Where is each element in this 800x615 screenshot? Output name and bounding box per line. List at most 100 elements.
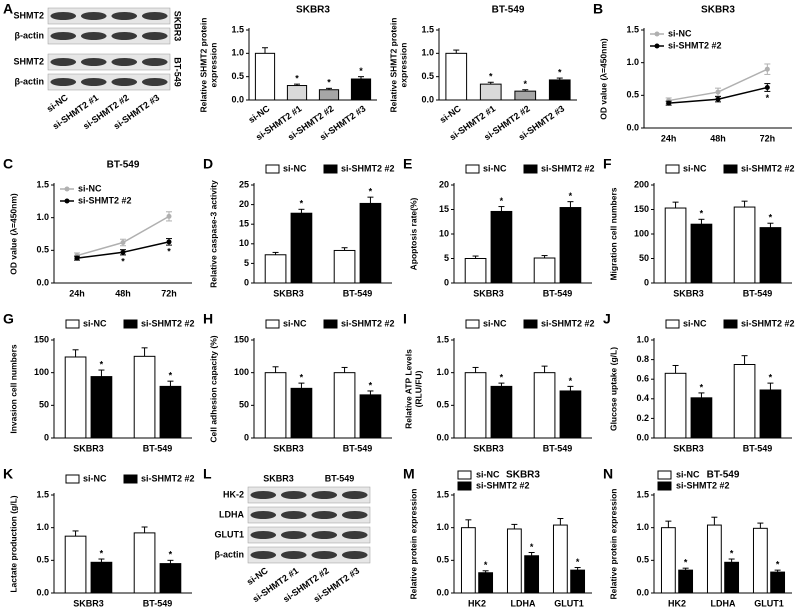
bar bbox=[445, 52, 468, 101]
y-tick-label: 1.0 bbox=[436, 522, 449, 532]
y-tick-label: 1.0 bbox=[436, 367, 449, 377]
blot-band bbox=[141, 78, 168, 86]
blot-row-label: LDHA bbox=[219, 509, 244, 519]
legend-label: si-SHMT2 #2 bbox=[668, 40, 722, 50]
blot-band bbox=[50, 32, 77, 40]
y-tick-label: 0.5 bbox=[231, 71, 244, 81]
legend-label: si-NC bbox=[683, 318, 707, 328]
x-tick-label: BT-549 bbox=[543, 443, 573, 453]
blot-band bbox=[311, 491, 338, 499]
y-tick-label: 50 bbox=[39, 400, 49, 410]
y-tick-label: 1.5 bbox=[36, 489, 49, 499]
chart-title: SKBR3 bbox=[506, 470, 540, 481]
legend-label: si-NC bbox=[668, 28, 692, 38]
y-tick-label: 1.5 bbox=[36, 179, 49, 189]
blot-band bbox=[341, 531, 368, 539]
blot-band bbox=[250, 551, 277, 559]
panel-letter: I bbox=[403, 311, 407, 327]
legend-label: si-NC bbox=[83, 318, 107, 328]
legend-label: si-NC bbox=[483, 163, 507, 173]
legend-swatch bbox=[657, 481, 672, 491]
bar bbox=[159, 385, 182, 439]
blot-strip bbox=[247, 506, 371, 524]
marker bbox=[166, 213, 172, 219]
y-axis-label: Invasion cell numbers bbox=[8, 344, 18, 434]
significance-mark: * bbox=[169, 371, 173, 381]
bar bbox=[490, 385, 513, 439]
y-axis-label: OD value (λ=450nm) bbox=[8, 193, 18, 275]
legend-swatch bbox=[65, 474, 80, 484]
blot-band bbox=[111, 58, 138, 66]
bar bbox=[733, 364, 756, 439]
y-tick-label: 100 bbox=[634, 228, 649, 238]
panel-letter: K bbox=[3, 466, 13, 482]
legend-marker bbox=[654, 43, 660, 49]
x-tick-label: GLUT1 bbox=[554, 598, 584, 608]
chart-title: BT-549 bbox=[492, 5, 525, 16]
blot-band bbox=[250, 491, 277, 499]
chart-title: SKBR3 bbox=[701, 5, 735, 16]
y-axis-label: Relative ATP Levels bbox=[403, 349, 413, 429]
y-tick-label: 10 bbox=[239, 238, 249, 248]
significance-mark: * bbox=[730, 548, 734, 558]
bar bbox=[570, 569, 586, 594]
cell-line-label: BT-549 bbox=[173, 57, 183, 87]
x-tick-label: SKBR3 bbox=[73, 598, 104, 608]
blot-band bbox=[50, 12, 77, 20]
blot-band bbox=[80, 58, 107, 66]
bar bbox=[478, 572, 494, 594]
y-tick-label: 1.0 bbox=[36, 522, 49, 532]
legend-swatch bbox=[123, 319, 138, 329]
y-tick-label: 50 bbox=[239, 400, 249, 410]
bar bbox=[759, 389, 782, 439]
x-tick-label: 24h bbox=[661, 133, 677, 143]
y-tick-label: 1.5 bbox=[436, 489, 449, 499]
y-tick-label: 50 bbox=[639, 253, 649, 263]
legend-label: si-SHMT2 #2 bbox=[341, 318, 395, 328]
y-tick-label: 20 bbox=[439, 179, 449, 189]
x-tick-label: LDHA bbox=[711, 598, 736, 608]
marker bbox=[666, 100, 672, 106]
x-tick-label: SKBR3 bbox=[473, 443, 504, 453]
y-axis-label: Relative SHMT2 protein bbox=[388, 18, 398, 113]
legend-label: si-SHMT2 #2 bbox=[541, 318, 595, 328]
bar bbox=[90, 376, 113, 439]
bar bbox=[350, 78, 372, 101]
blot-strip bbox=[247, 486, 371, 504]
y-tick-label: 1.0 bbox=[636, 522, 649, 532]
y-tick-label: 0.0 bbox=[36, 277, 49, 287]
x-tick-label: si-NC bbox=[247, 103, 272, 125]
y-tick-label: 1.5 bbox=[636, 489, 649, 499]
y-tick-label: 5 bbox=[444, 253, 449, 263]
blot-band bbox=[341, 551, 368, 559]
legend-label: si-NC bbox=[283, 163, 307, 173]
y-tick-label: 1.0 bbox=[231, 48, 244, 58]
y-axis-label: expression bbox=[398, 43, 408, 88]
y-axis-label: (RLU/FU) bbox=[413, 370, 423, 407]
y-tick-label: 1.0 bbox=[626, 57, 639, 67]
bar bbox=[479, 83, 502, 101]
y-tick-label: 0.0 bbox=[436, 587, 449, 597]
significance-mark: * bbox=[700, 209, 704, 219]
y-axis-label: Relative caspase-3 activity bbox=[208, 180, 218, 288]
lane-label: si-NC bbox=[45, 92, 70, 114]
legend-label: si-NC bbox=[476, 469, 500, 479]
y-tick-label: 0.2 bbox=[636, 413, 649, 423]
panel-letter: E bbox=[403, 156, 412, 172]
blot-row-label: SHMT2 bbox=[13, 10, 44, 20]
y-tick-label: 1.5 bbox=[231, 24, 244, 34]
y-tick-label: 1.5 bbox=[421, 24, 434, 34]
y-tick-label: 0.4 bbox=[636, 393, 649, 403]
marker bbox=[764, 66, 770, 72]
blot-band bbox=[280, 551, 307, 559]
blot-band bbox=[50, 58, 77, 66]
significance-mark: * bbox=[769, 372, 773, 382]
y-tick-label: 0 bbox=[244, 277, 249, 287]
cell-line-label: BT-549 bbox=[325, 473, 355, 483]
bar bbox=[359, 394, 382, 439]
blot-row-label: β-actin bbox=[15, 76, 45, 86]
blot-strip bbox=[47, 73, 171, 91]
significance-mark: * bbox=[327, 78, 331, 88]
significance-mark: * bbox=[100, 548, 104, 558]
x-tick-label: BT-549 bbox=[143, 443, 173, 453]
